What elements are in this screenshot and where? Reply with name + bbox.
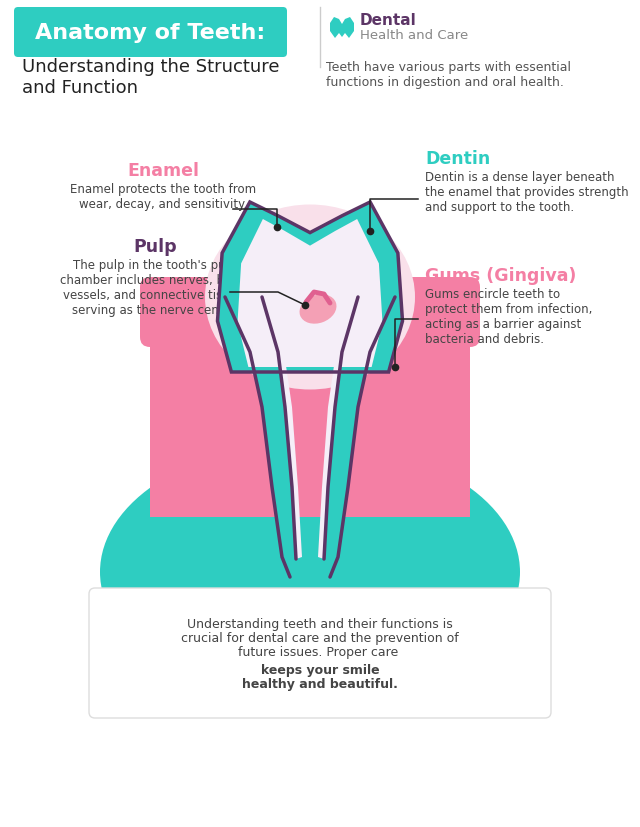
Text: Health and Care: Health and Care xyxy=(360,28,468,41)
Text: Enamel protects the tooth from
wear, decay, and sensitivity.: Enamel protects the tooth from wear, dec… xyxy=(70,183,256,211)
Polygon shape xyxy=(225,298,296,577)
Polygon shape xyxy=(262,298,302,559)
Ellipse shape xyxy=(205,205,415,390)
Text: Anatomy of Teeth:: Anatomy of Teeth: xyxy=(35,23,265,43)
Polygon shape xyxy=(218,203,403,372)
FancyBboxPatch shape xyxy=(140,278,480,347)
Ellipse shape xyxy=(300,295,337,324)
Text: keeps your smile: keeps your smile xyxy=(260,663,380,676)
Text: Pulp: Pulp xyxy=(133,237,177,256)
Text: Understanding the Structure
and Function: Understanding the Structure and Function xyxy=(22,58,280,97)
Polygon shape xyxy=(150,298,470,518)
Text: Dentin is a dense layer beneath
the enamel that provides strength
and support to: Dentin is a dense layer beneath the enam… xyxy=(425,171,628,213)
Text: Dental: Dental xyxy=(360,12,417,27)
Text: healthy and beautiful.: healthy and beautiful. xyxy=(242,677,398,691)
Polygon shape xyxy=(330,18,354,39)
Text: future issues. Proper care: future issues. Proper care xyxy=(238,645,402,658)
Polygon shape xyxy=(324,298,395,577)
Text: Enamel: Enamel xyxy=(127,162,199,179)
Text: Dentin: Dentin xyxy=(425,150,490,168)
Text: crucial for dental care and the prevention of: crucial for dental care and the preventi… xyxy=(181,631,459,644)
Ellipse shape xyxy=(100,442,520,702)
Text: The pulp in the tooth's pulp
chamber includes nerves, blood
vessels, and connect: The pulp in the tooth's pulp chamber inc… xyxy=(60,259,250,317)
Text: Teeth have various parts with essential
functions in digestion and oral health.: Teeth have various parts with essential … xyxy=(326,61,571,88)
Text: Understanding teeth and their functions is: Understanding teeth and their functions … xyxy=(187,617,453,630)
Text: Gums (Gingiva): Gums (Gingiva) xyxy=(425,266,577,284)
Text: Gums encircle teeth to
protect them from infection,
acting as a barrier against
: Gums encircle teeth to protect them from… xyxy=(425,288,593,346)
Polygon shape xyxy=(318,298,358,559)
FancyBboxPatch shape xyxy=(89,588,551,718)
Polygon shape xyxy=(237,220,383,367)
FancyBboxPatch shape xyxy=(14,8,287,58)
